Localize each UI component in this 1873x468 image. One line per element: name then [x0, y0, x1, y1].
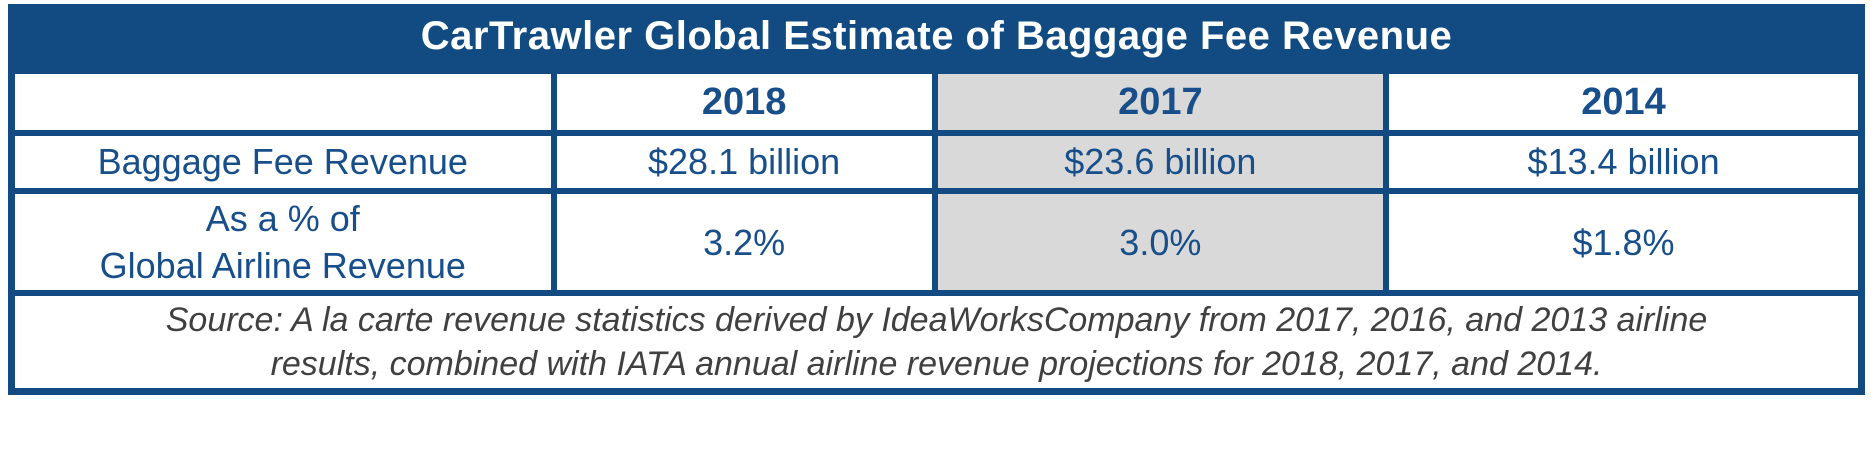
value-baggage-2018: $28.1 billion — [550, 130, 938, 194]
source-note-line-2: results, combined with IATA annual airli… — [270, 344, 1603, 383]
source-row: Source: A la carte revenue statistics de… — [8, 290, 1865, 394]
value-baggage-2014: $13.4 billion — [1383, 130, 1865, 194]
column-header-2014: 2014 — [1383, 68, 1865, 136]
value-baggage-2017: $23.6 billion — [931, 130, 1390, 194]
column-header-2017: 2017 — [931, 68, 1390, 136]
column-header-2018: 2018 — [550, 68, 938, 136]
source-note: Source: A la carte revenue statistics de… — [8, 290, 1865, 394]
value-percent-2018: 3.2% — [550, 188, 938, 296]
row-label-percent-of-revenue: As a % of Global Airline Revenue — [8, 188, 557, 296]
table-row-baggage-fee-revenue: Baggage Fee Revenue $28.1 billion $23.6 … — [8, 130, 1865, 194]
baggage-fee-table: CarTrawler Global Estimate of Baggage Fe… — [8, 4, 1865, 395]
table-title: CarTrawler Global Estimate of Baggage Fe… — [8, 4, 1865, 68]
row-label-line-2: Global Airline Revenue — [99, 245, 466, 286]
value-percent-2017: 3.0% — [931, 188, 1390, 296]
row-label-baggage-fee-revenue: Baggage Fee Revenue — [8, 130, 557, 194]
table-row-percent-of-revenue: As a % of Global Airline Revenue 3.2% 3.… — [8, 188, 1865, 296]
value-percent-2014: $1.8% — [1383, 188, 1865, 296]
corner-cell — [8, 68, 557, 136]
fee-table: 2018 2017 2014 Baggage Fee Revenue $28.1… — [8, 68, 1865, 395]
source-note-line-1: Source: A la carte revenue statistics de… — [165, 300, 1708, 339]
header-row: 2018 2017 2014 — [8, 68, 1865, 136]
row-label-line-1: As a % of — [205, 198, 360, 239]
